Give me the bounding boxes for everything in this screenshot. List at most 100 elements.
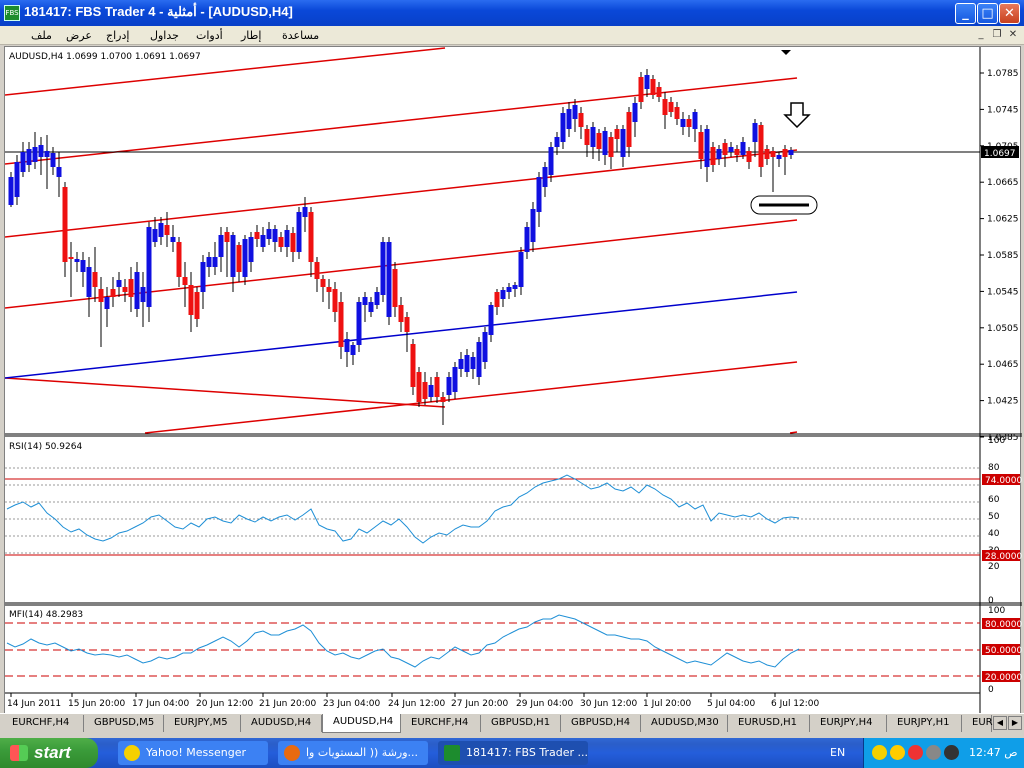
chart-canvas[interactable]: 1.0697 AUDUSD,H4 1.0699 1.0700 1.0691 1.… — [5, 47, 1022, 715]
bear-candle — [710, 147, 716, 165]
chart-tab[interactable]: GBPUSD,M5 — [84, 715, 164, 732]
bear-candle — [98, 289, 104, 302]
mfi-lower-level-label: 20.0000 — [985, 673, 1022, 683]
taskbar-item-messenger[interactable]: Yahoo! Messenger — [118, 741, 268, 765]
language-indicator[interactable]: EN — [830, 746, 846, 759]
bull-candle — [566, 109, 572, 129]
time-axis-label: 21 Jun 20:00 — [259, 699, 316, 709]
chart-tab[interactable]: GBPUSD,H4 — [561, 715, 641, 732]
mdi-restore-icon[interactable]: ❐ — [992, 29, 1002, 40]
rsi-tick-label: 20 — [988, 562, 1000, 572]
chart-tab[interactable]: EURCHF,H4 — [401, 715, 481, 732]
price-tick-label: 1.0505 — [987, 324, 1019, 334]
bull-candle — [56, 167, 62, 177]
chart-window[interactable]: 1.0697 AUDUSD,H4 1.0699 1.0700 1.0691 1.… — [4, 46, 1022, 715]
bear-candle — [404, 317, 410, 332]
bull-candle — [362, 297, 368, 305]
bear-candle — [254, 232, 260, 239]
bull-candle — [728, 147, 734, 152]
bull-candle — [548, 147, 554, 175]
menu-window[interactable]: إطار — [241, 29, 262, 42]
bear-candle — [662, 99, 668, 115]
chart-tab[interactable]: AUDUSD,M30 — [641, 715, 728, 732]
bull-candle — [50, 153, 56, 167]
tray-network-icon[interactable] — [944, 745, 959, 760]
bull-candle — [464, 355, 470, 372]
bear-candle — [422, 382, 428, 399]
bear-candle — [68, 257, 74, 259]
bull-candle — [518, 252, 524, 287]
bull-candle — [470, 357, 476, 369]
bull-candle — [428, 385, 434, 397]
chart-tab[interactable]: EURJPY,H1 — [887, 715, 962, 732]
tray-app-icon[interactable] — [908, 745, 923, 760]
bear-candle — [782, 149, 788, 157]
bull-candle — [536, 177, 542, 212]
taskbar-item-browser[interactable]: ورشة (( المستويات وا... — [278, 741, 428, 765]
tray-smiley-icon[interactable] — [890, 745, 905, 760]
shift-marker-icon — [781, 50, 791, 55]
bull-candle — [680, 119, 686, 127]
bull-candle — [692, 112, 698, 129]
menu-help[interactable]: مساعدة — [282, 29, 320, 42]
price-tick-label: 1.0465 — [987, 360, 1019, 370]
maximize-button[interactable]: □ — [977, 3, 998, 24]
bull-candle — [524, 227, 530, 252]
bear-candle — [308, 212, 314, 262]
tab-scroll-left-icon[interactable]: ◀ — [993, 716, 1007, 730]
bull-candle — [146, 227, 152, 307]
chart-tab[interactable]: AUDUSD,H4 — [241, 715, 322, 732]
bull-candle — [476, 342, 482, 377]
menu-tools[interactable]: أدوات — [196, 29, 223, 42]
start-button[interactable]: start — [0, 738, 98, 768]
time-axis-label: 1 Jul 20:00 — [643, 699, 692, 709]
bull-candle — [350, 345, 356, 355]
time-axis-label: 23 Jun 04:00 — [323, 699, 380, 709]
bull-candle — [776, 155, 782, 159]
bear-candle — [494, 292, 500, 307]
chart-tab[interactable]: EURCHF,H4 — [2, 715, 84, 732]
bear-candle — [194, 292, 200, 319]
bull-candle — [266, 229, 272, 239]
bull-candle — [374, 292, 380, 305]
time-axis-label: 14 Jun 2011 — [7, 699, 61, 709]
tray-volume-icon[interactable] — [926, 745, 941, 760]
rsi-upper-level-label: 74.0000 — [985, 476, 1022, 486]
price-tick-label: 1.0585 — [987, 251, 1019, 261]
bull-candle — [368, 302, 374, 312]
taskbar-item-trader[interactable]: 181417: FBS Trader ... — [438, 741, 588, 765]
bull-candle — [590, 127, 596, 147]
chart-tab[interactable]: EURJPY,M5 — [164, 715, 241, 732]
bull-candle — [458, 359, 464, 369]
bear-candle — [122, 287, 128, 292]
chart-tab[interactable]: EURJPY,H4 — [810, 715, 887, 732]
tab-scroll-right-icon[interactable]: ▶ — [1008, 716, 1022, 730]
mdi-minimize-icon[interactable]: _ — [978, 29, 984, 40]
bear-candle — [326, 287, 332, 292]
menu-file[interactable]: ملف — [31, 29, 52, 42]
bear-candle — [128, 279, 134, 297]
menu-charts[interactable]: جداول — [150, 29, 179, 42]
app-icon: FBS — [4, 5, 20, 21]
bull-candle — [158, 223, 164, 237]
system-tray: 12:47 ص — [863, 738, 1024, 768]
menu-view[interactable]: عرض — [66, 29, 92, 42]
chart-tab[interactable]: GBPUSD,H1 — [481, 715, 561, 732]
mfi-tick-0: 0 — [988, 685, 994, 695]
bear-candle — [770, 151, 776, 157]
chart-tab[interactable]: AUDUSD,H4 — [322, 714, 401, 733]
tray-messenger-icon[interactable] — [872, 745, 887, 760]
bear-candle — [314, 262, 320, 279]
minimize-button[interactable]: _ — [955, 3, 976, 24]
menu-insert[interactable]: إدراج — [106, 29, 130, 42]
bear-candle — [92, 272, 98, 287]
close-button[interactable]: ✕ — [999, 3, 1020, 24]
chart-tab[interactable]: EUR — [962, 715, 993, 732]
bull-candle — [716, 149, 722, 159]
bull-candle — [212, 257, 218, 267]
mfi-header: MFI(14) 48.2983 — [9, 610, 83, 620]
mdi-close-icon[interactable]: ✕ — [1008, 29, 1018, 40]
chart-tab[interactable]: EURUSD,H1 — [728, 715, 810, 732]
bull-candle — [542, 167, 548, 187]
bear-candle — [764, 149, 770, 159]
